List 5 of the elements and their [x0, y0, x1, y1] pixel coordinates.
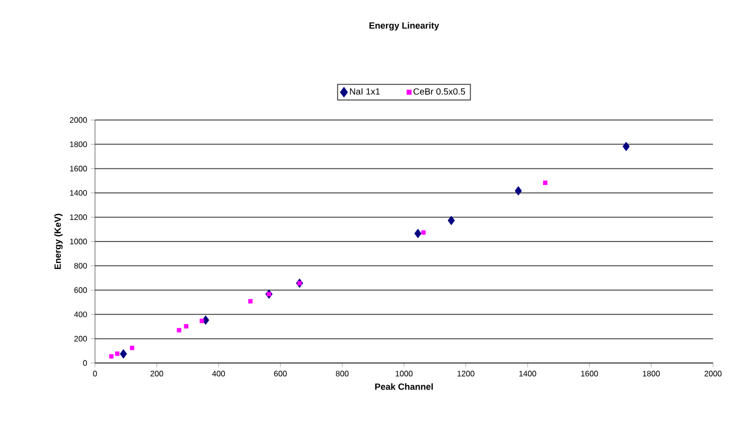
legend-label: NaI 1x1 — [350, 88, 380, 95]
chart-title: Energy Linearity — [369, 22, 440, 31]
y-axis-title: Energy (KeV) — [54, 214, 63, 270]
legend-label: CeBr 0.5x0.5 — [414, 88, 466, 95]
x-axis-title: Peak Channel — [375, 383, 433, 390]
